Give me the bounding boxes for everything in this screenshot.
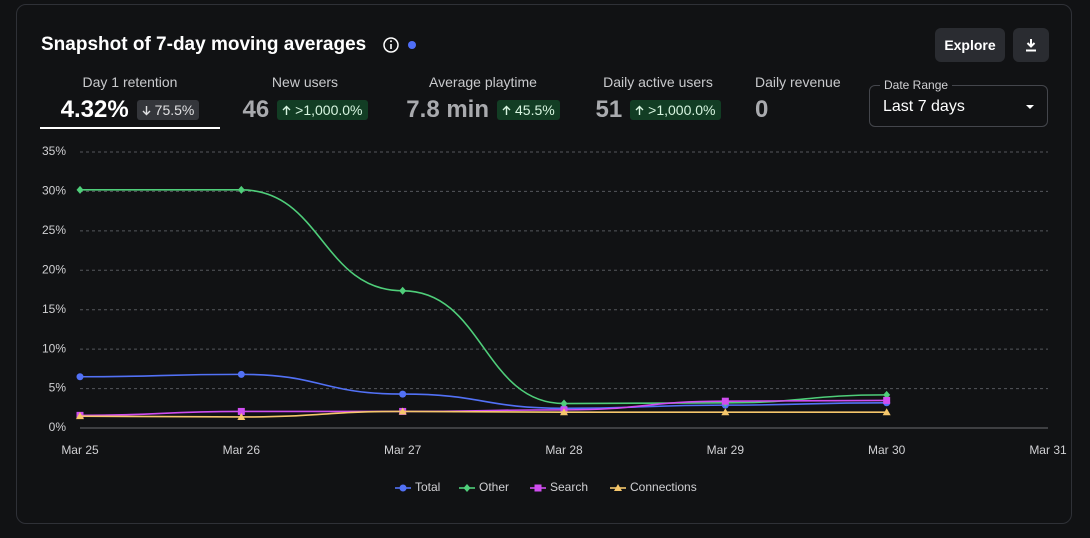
x-tick-label: Mar 28 — [545, 443, 583, 457]
selected-tab-indicator — [40, 127, 220, 129]
metric-label: Day 1 retention — [82, 74, 178, 90]
y-tick-label: 20% — [42, 262, 66, 276]
x-tick-label: Mar 25 — [61, 443, 99, 457]
x-tick-label: Mar 29 — [707, 443, 745, 457]
point — [560, 399, 568, 408]
point — [882, 408, 891, 416]
change-value: >1,000.0% — [295, 102, 363, 118]
arrow-icon — [142, 105, 151, 115]
metric-row: 0 — [755, 96, 855, 124]
point — [463, 484, 471, 492]
x-tick-label: Mar 31 — [1029, 443, 1067, 457]
point — [237, 185, 245, 194]
metric-label: Daily revenue — [755, 74, 841, 90]
change-value: >1,000.0% — [648, 102, 716, 118]
x-tick-label: Mar 26 — [223, 443, 261, 457]
dropdown-label: Date Range — [880, 78, 953, 92]
series-line — [79, 399, 887, 417]
legend-label: Other — [479, 480, 509, 494]
metric-label: Daily active users — [603, 74, 713, 90]
arrow-icon — [502, 105, 511, 115]
point — [237, 412, 246, 420]
point — [237, 407, 245, 415]
dropdown-value: Last 7 days — [883, 98, 965, 115]
change-badge: >1,000.0% — [630, 100, 721, 120]
point — [399, 390, 407, 398]
x-tick-label: Mar 27 — [384, 443, 422, 457]
legend-label: Search — [550, 480, 588, 494]
change-badge: >1,000.0% — [277, 100, 368, 120]
point — [398, 407, 407, 415]
explore-button[interactable]: Explore — [935, 28, 1005, 62]
point — [76, 412, 84, 420]
series-line — [79, 189, 887, 405]
status-dot — [408, 41, 416, 49]
point — [721, 397, 729, 405]
y-tick-label: 15% — [42, 302, 66, 316]
point — [614, 484, 622, 491]
arrow-icon — [635, 105, 644, 115]
metric-tab[interactable]: New users 46 >1,000.0% — [225, 74, 385, 124]
point — [237, 370, 245, 378]
metric-row: 51 >1,000.0% — [580, 96, 736, 124]
y-tick-label: 35% — [42, 144, 66, 158]
date-range-dropdown[interactable]: Date Range Last 7 days — [869, 78, 1048, 127]
legend-label: Connections — [630, 480, 697, 494]
y-tick-label: 30% — [42, 184, 66, 198]
series-line — [79, 410, 887, 418]
legend-item: Connections — [610, 480, 697, 494]
point — [883, 390, 891, 399]
legend-label: Total — [415, 480, 440, 494]
metric-row: 4.32% 75.5% — [40, 96, 220, 124]
download-icon — [1026, 39, 1036, 52]
y-tick-label: 25% — [42, 223, 66, 237]
metric-tab[interactable]: Day 1 retention 4.32% 75.5% — [40, 74, 220, 124]
arrow-icon — [282, 105, 291, 115]
metric-value: 4.32% — [60, 96, 129, 123]
dropdown-arrow — [1026, 105, 1034, 109]
y-tick-label: 0% — [49, 420, 67, 434]
change-value: 75.5% — [154, 102, 195, 118]
metric-value: 51 — [595, 96, 623, 123]
series-line — [79, 373, 887, 410]
metric-tab[interactable]: Average playtime 7.8 min 45.5% — [395, 74, 571, 124]
metric-value: 46 — [242, 96, 270, 123]
metric-tab[interactable]: Daily active users 51 >1,000.0% — [580, 74, 736, 124]
y-tick-label: 10% — [42, 341, 66, 355]
point — [883, 396, 891, 404]
change-value: 45.5% — [515, 102, 555, 118]
legend-item: Other — [459, 480, 509, 494]
metric-value: 0 — [755, 96, 769, 123]
point — [76, 185, 84, 194]
metric-label: New users — [271, 74, 339, 90]
point — [721, 408, 730, 416]
change-badge: 75.5% — [136, 100, 200, 120]
metric-row: 46 >1,000.0% — [225, 96, 385, 124]
metric-value: 7.8 min — [406, 96, 489, 123]
point — [534, 484, 542, 492]
y-tick-label: 5% — [49, 381, 67, 395]
legend-item: Search — [530, 480, 588, 494]
legend-item: Total — [395, 480, 440, 494]
card — [16, 4, 1072, 524]
metric-tab[interactable]: Daily revenue 0 — [755, 74, 855, 124]
point — [76, 373, 84, 381]
change-badge: 45.5% — [497, 100, 560, 120]
metric-row: 7.8 min 45.5% — [395, 96, 571, 124]
point — [560, 408, 568, 416]
info-icon[interactable] — [383, 37, 399, 53]
download-button[interactable] — [1013, 28, 1049, 62]
metric-label: Average playtime — [429, 74, 537, 90]
title: Snapshot of 7-day moving averages — [41, 34, 367, 55]
point — [399, 286, 407, 295]
point — [399, 484, 407, 492]
x-tick-label: Mar 30 — [868, 443, 906, 457]
